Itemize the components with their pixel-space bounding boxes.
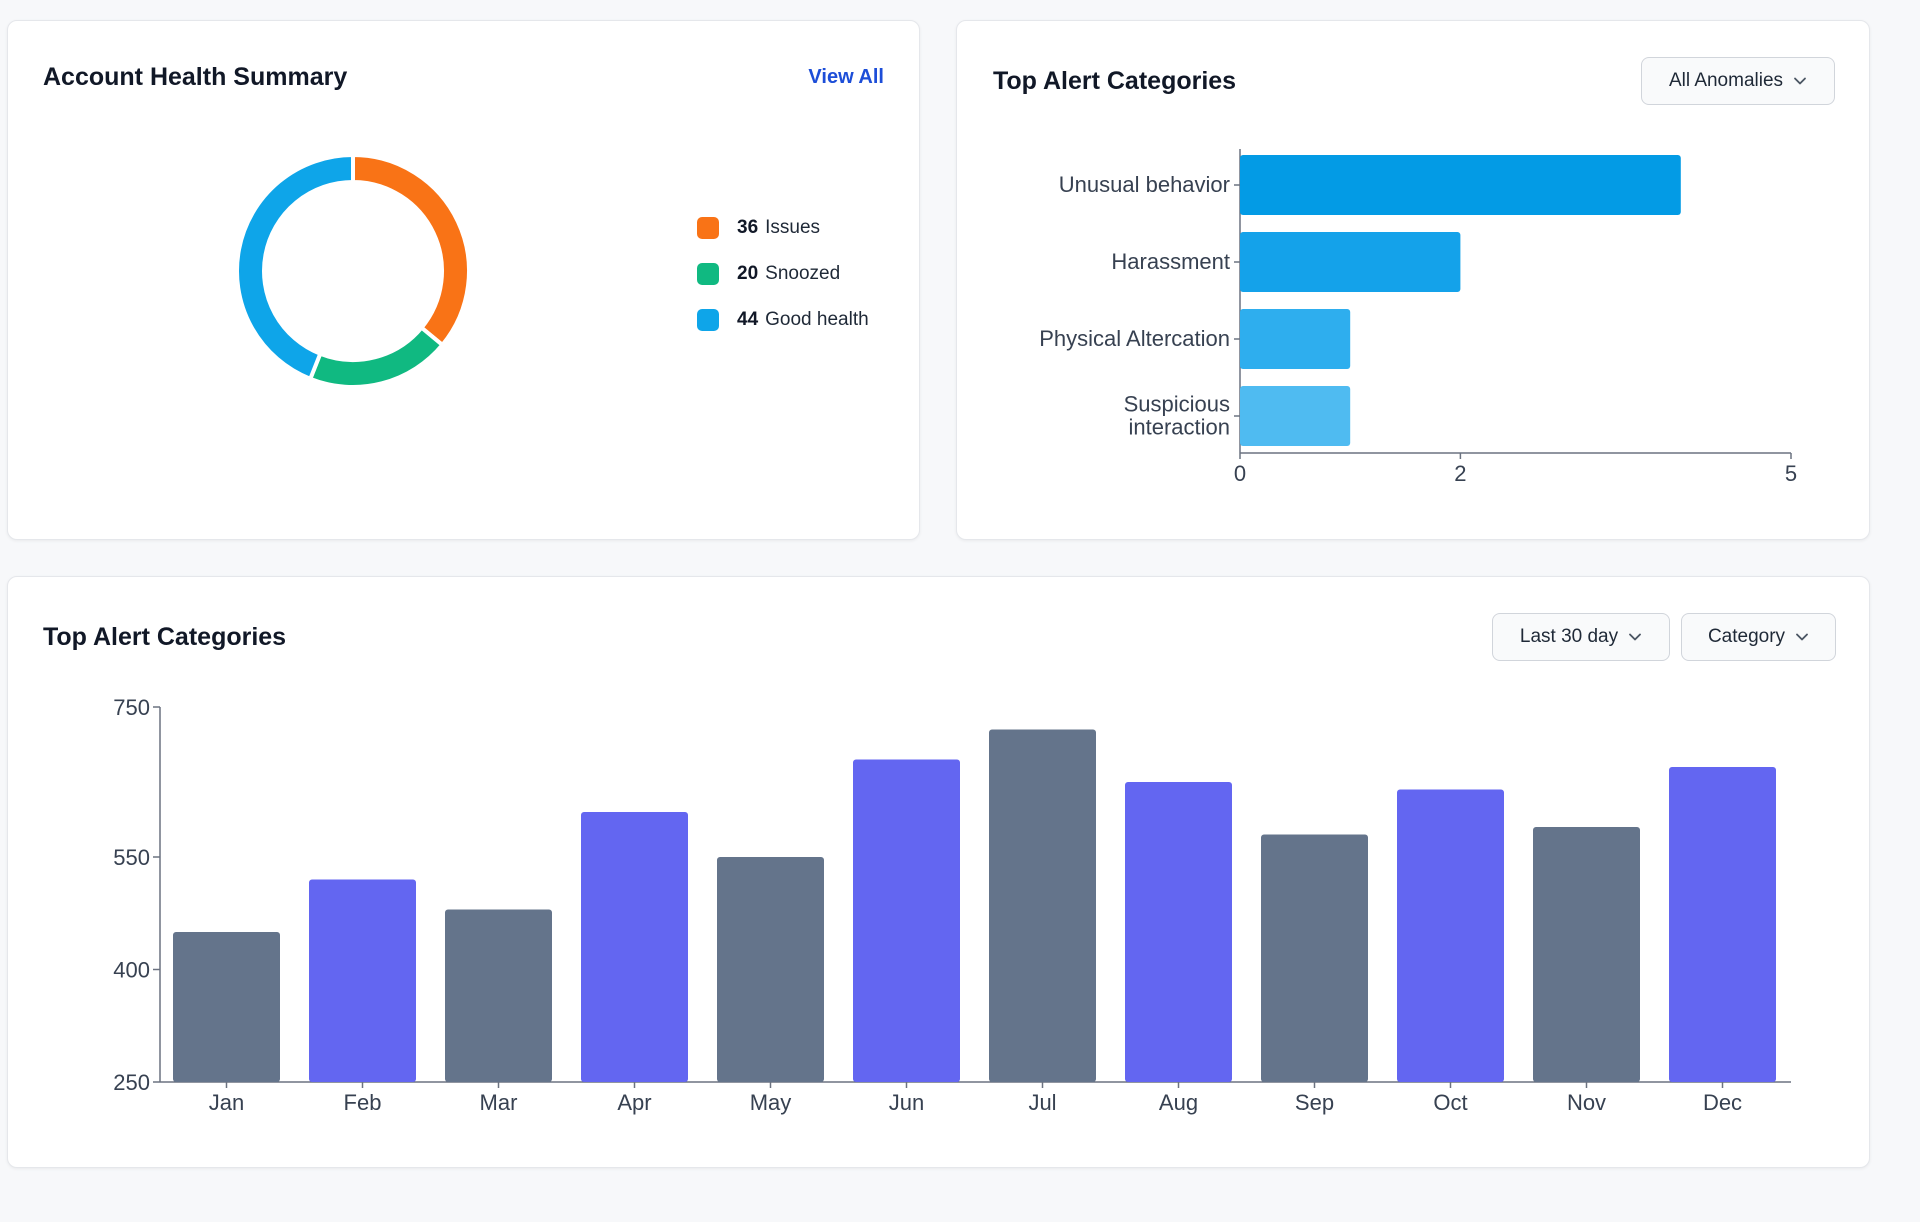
monthly-alerts-card: Top Alert Categories Last 30 day Categor… <box>7 576 1870 1168</box>
bar-nov[interactable] <box>1533 827 1640 1082</box>
x-tick-label: Feb <box>344 1090 382 1115</box>
top-alert-categories-card: Top Alert Categories All Anomalies Unusu… <box>956 20 1870 540</box>
y-tick-label: 250 <box>113 1070 150 1095</box>
category-label: interaction <box>1128 415 1230 440</box>
legend-count-good-health: 44 <box>737 309 759 330</box>
chevron-down-icon <box>1794 77 1806 85</box>
x-tick-label: 5 <box>1785 461 1797 486</box>
legend-label-snoozed: Snoozed <box>765 263 841 284</box>
category-label: Physical Altercation <box>1039 326 1230 351</box>
bar-physical-altercation[interactable] <box>1240 309 1351 369</box>
alert-categories-bar-chart: Unusual behavior Harassment Physical Alter… <box>1039 149 1797 486</box>
top-alert-categories-title: Top Alert Categories <box>993 67 1237 95</box>
legend-item-good-health: 44 Good health <box>697 297 869 343</box>
bar-dec[interactable] <box>1669 767 1776 1082</box>
bar-may[interactable] <box>717 857 824 1082</box>
x-tick-label: Jul <box>1028 1090 1056 1115</box>
category-dropdown[interactable]: Category <box>1681 613 1836 661</box>
x-tick-label: 0 <box>1234 461 1246 486</box>
x-tick-label: Sep <box>1295 1090 1334 1115</box>
monthly-alerts-bar-chart: 250 400 550 750 Jan Feb Mar Apr May Jun Jul Aug Sep O… <box>113 695 1791 1115</box>
y-tick-label: 550 <box>113 845 150 870</box>
x-tick-label: Aug <box>1159 1090 1198 1115</box>
bar-oct[interactable] <box>1397 789 1504 1083</box>
category-label: Suspicious <box>1124 392 1230 417</box>
time-range-dropdown-label: Last 30 day <box>1519 626 1619 647</box>
bar-feb[interactable] <box>309 879 416 1083</box>
account-health-donut-chart <box>235 152 471 389</box>
bar-harassment[interactable] <box>1240 232 1461 292</box>
bar-apr[interactable] <box>581 812 688 1082</box>
bar-jun[interactable] <box>853 759 960 1083</box>
x-tick-label: Oct <box>1433 1090 1467 1115</box>
legend-label-issues: Issues <box>765 217 821 238</box>
x-tick-label: Mar <box>480 1090 518 1115</box>
bar-mar[interactable] <box>445 909 552 1083</box>
category-dropdown-label: Category <box>1707 626 1786 647</box>
chevron-down-icon <box>1796 633 1808 641</box>
time-range-dropdown[interactable]: Last 30 day <box>1492 613 1670 661</box>
x-tick-label: May <box>750 1090 792 1115</box>
view-all-link[interactable]: View All <box>808 66 884 88</box>
legend-label-good-health: Good health <box>765 309 869 330</box>
category-label: Harassment <box>1111 249 1230 274</box>
x-tick-label: 2 <box>1454 461 1466 486</box>
monthly-alerts-title: Top Alert Categories <box>43 623 287 651</box>
x-tick-label: Jan <box>209 1090 244 1115</box>
anomalies-dropdown-label: All Anomalies <box>1668 70 1784 91</box>
account-health-legend: 36 Issues 20 Snoozed 44 Good health <box>697 205 869 343</box>
bar-unusual-behavior[interactable] <box>1240 155 1681 215</box>
account-health-title: Account Health Summary <box>43 63 348 91</box>
legend-item-issues: 36 Issues <box>697 205 869 251</box>
bar-suspicious-interaction[interactable] <box>1240 386 1351 446</box>
y-tick-label: 400 <box>113 958 150 983</box>
anomalies-dropdown[interactable]: All Anomalies <box>1641 57 1835 105</box>
donut-slice-issues[interactable] <box>351 152 471 348</box>
bar-jan[interactable] <box>173 932 280 1082</box>
legend-swatch-snoozed <box>697 263 719 285</box>
chevron-down-icon <box>1629 633 1642 641</box>
bar-jul[interactable] <box>989 729 1096 1083</box>
x-tick-label: Dec <box>1703 1090 1742 1115</box>
legend-item-snoozed: 20 Snoozed <box>697 251 869 297</box>
legend-count-snoozed: 20 <box>737 263 759 284</box>
x-tick-label: Apr <box>617 1090 651 1115</box>
x-tick-label: Nov <box>1567 1090 1606 1115</box>
donut-slice-snoozed[interactable] <box>307 324 446 389</box>
legend-swatch-good-health <box>697 309 719 331</box>
bar-sep[interactable] <box>1261 834 1368 1083</box>
legend-swatch-issues <box>697 217 719 239</box>
bar-aug[interactable] <box>1125 782 1232 1082</box>
account-health-card: Account Health Summary View All 36 Issue… <box>7 20 920 540</box>
y-tick-label: 750 <box>113 695 150 720</box>
legend-count-issues: 36 <box>737 217 759 238</box>
donut-slice-good-health[interactable] <box>235 152 355 382</box>
category-label: Unusual behavior <box>1059 172 1230 197</box>
x-tick-label: Jun <box>889 1090 924 1115</box>
